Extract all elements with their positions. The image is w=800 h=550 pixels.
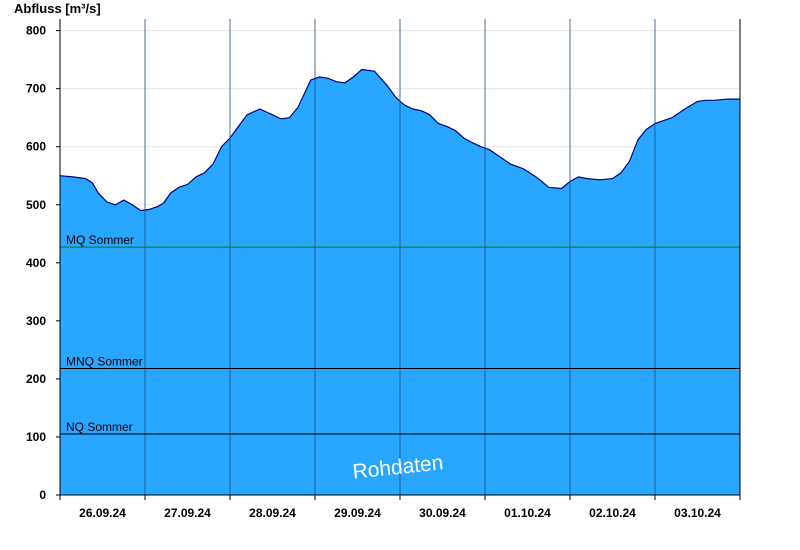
- y-tick-label-400: 400: [26, 256, 46, 270]
- x-tick-label-1: 27.09.24: [164, 506, 211, 520]
- day-separator-lines: [144, 19, 656, 495]
- y-tick-label-100: 100: [26, 430, 46, 444]
- x-tick-label-0: 26.09.24: [79, 506, 126, 520]
- y-tick-label-600: 600: [26, 140, 46, 154]
- x-tick-label-3: 29.09.24: [334, 506, 381, 520]
- x-tick-label-7: 03.10.24: [674, 506, 721, 520]
- y-tick-labels: 0 100 200 300 400 500 600 700 800: [26, 24, 60, 502]
- y-tick-label-200: 200: [26, 372, 46, 386]
- y-axis-label: Abfluss [m³/s]: [14, 1, 101, 16]
- x-tick-label-5: 01.10.24: [504, 506, 551, 520]
- discharge-line: [59, 68, 740, 212]
- ref-label-0: MQ Sommer: [66, 233, 134, 247]
- ref-label-2: NQ Sommer: [66, 420, 133, 434]
- y-tick-label-0: 0: [39, 488, 46, 502]
- y-tick-label-300: 300: [26, 314, 46, 328]
- x-tick-label-4: 30.09.24: [419, 506, 466, 520]
- y-tick-label-700: 700: [26, 82, 46, 96]
- y-tick-label-500: 500: [26, 198, 46, 212]
- reference-lines: MQ Sommer MNQ Sommer NQ Sommer: [60, 233, 740, 435]
- x-tick-labels: 26.09.24 27.09.24 28.09.24 29.09.24 30.09.24…: [59, 495, 741, 520]
- x-tick-label-6: 02.10.24: [589, 506, 636, 520]
- x-tick-label-2: 28.09.24: [249, 506, 296, 520]
- y-tick-label-800: 800: [26, 24, 46, 38]
- ref-label-1: MNQ Sommer: [66, 354, 143, 368]
